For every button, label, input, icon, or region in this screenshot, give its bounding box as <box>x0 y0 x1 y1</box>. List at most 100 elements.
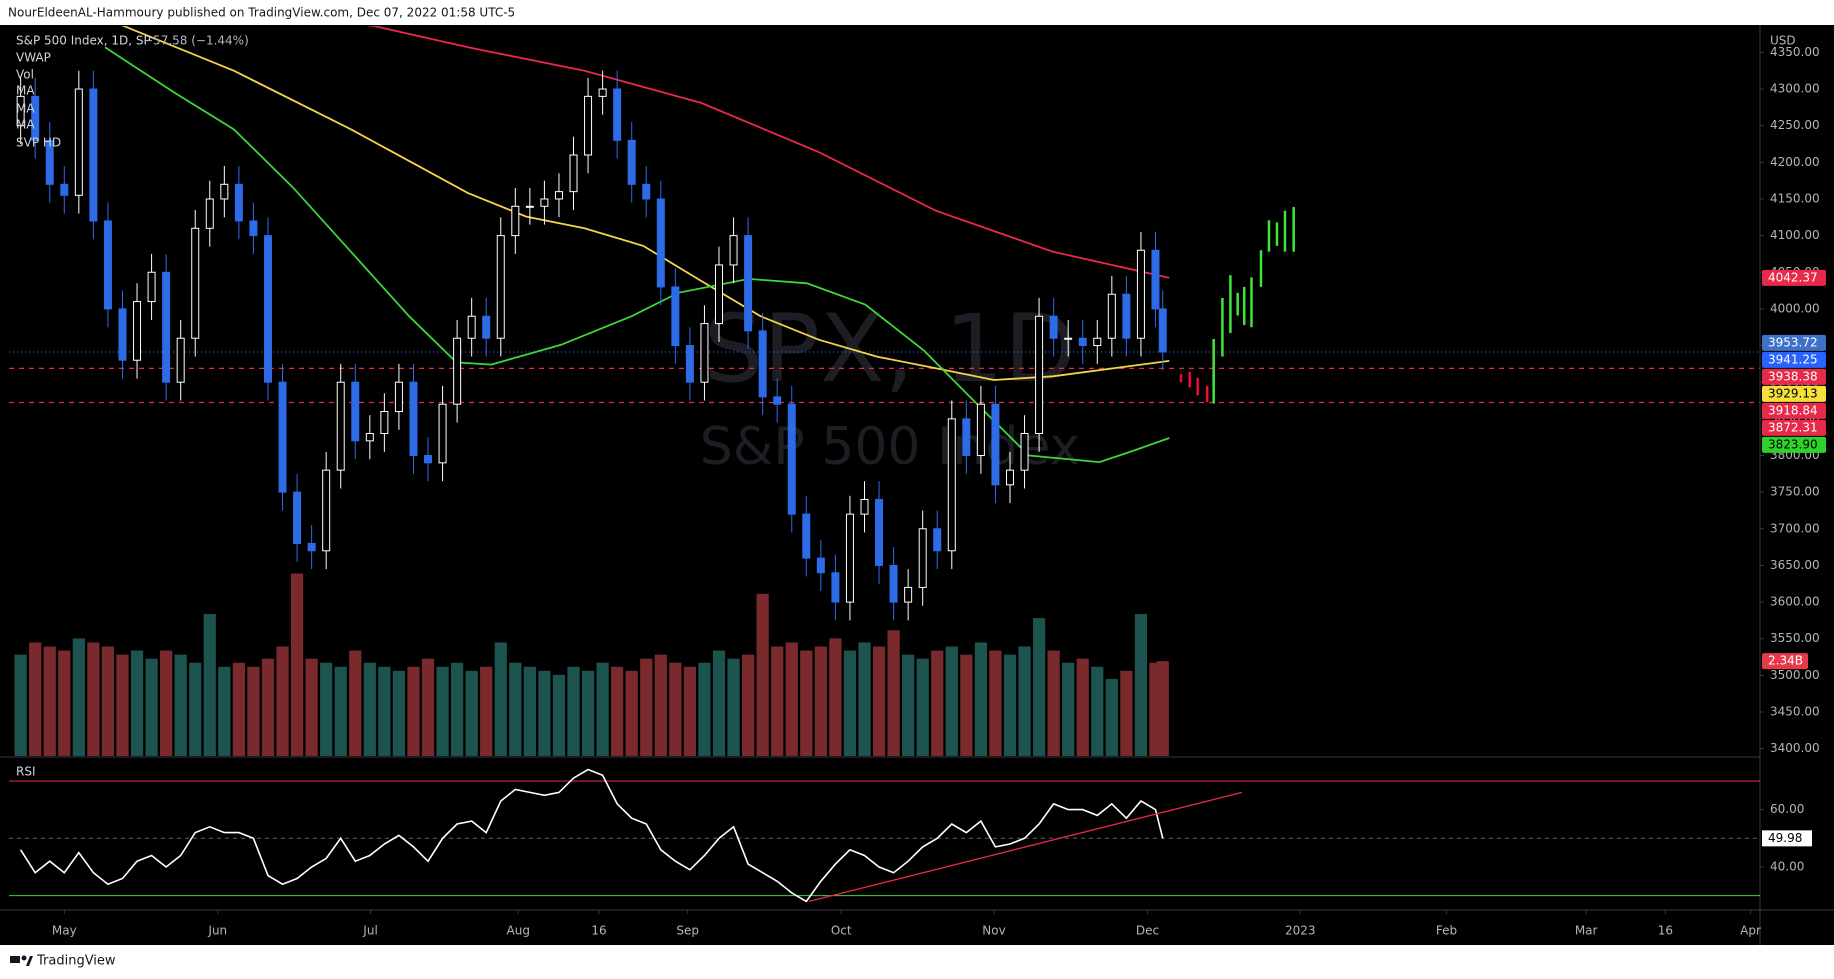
price-label-box <box>1762 351 1826 368</box>
x-tick-label: 16 <box>591 924 606 938</box>
candle-body <box>715 264 724 325</box>
candle-body <box>1151 249 1160 310</box>
volume-bar <box>1003 654 1017 756</box>
footer-bar <box>0 945 1834 979</box>
candle-body <box>409 381 418 456</box>
volume-bar <box>872 646 886 756</box>
candle-body <box>1078 337 1087 347</box>
volume-bar <box>829 638 842 756</box>
indicator-label: MA <box>16 102 35 116</box>
publisher: NourEldeenAL-Hammoury published on Tradi… <box>8 6 515 20</box>
price-label: 3929.13 <box>1768 386 1818 400</box>
volume-bar <box>552 674 566 756</box>
candle-body <box>569 154 578 193</box>
volume-bar <box>785 642 798 756</box>
volume-bar <box>727 658 740 756</box>
candle-body <box>802 513 811 559</box>
volume-label-box <box>1762 653 1808 670</box>
volume-bar <box>101 646 115 756</box>
candle-body <box>162 271 171 383</box>
volume-bar <box>290 573 304 756</box>
candle-body <box>74 88 83 196</box>
candle-body <box>656 198 665 288</box>
candle-body <box>31 95 40 141</box>
volume-bar <box>1091 666 1104 756</box>
candle-body <box>729 235 738 266</box>
volume-bar <box>407 666 420 756</box>
volume-bar <box>1105 678 1118 756</box>
y-tick-label: 4300.00 <box>1770 82 1820 96</box>
candle-body <box>191 227 200 339</box>
x-tick-label: Apr <box>1740 924 1761 938</box>
volume-bar <box>247 666 260 756</box>
volume-bar <box>611 666 624 756</box>
x-tick-label: 16 <box>1658 924 1673 938</box>
volume-bar <box>596 662 609 756</box>
volume-bar <box>494 642 507 756</box>
rsi-trendline <box>809 791 1243 903</box>
candle-body <box>293 491 302 544</box>
candle-body <box>438 403 447 464</box>
y-tick-label: 4200.00 <box>1770 155 1820 169</box>
candle-body <box>1093 337 1102 347</box>
volume-bar <box>43 646 56 756</box>
candle-body <box>278 381 287 493</box>
footer-brand: TradingView <box>36 954 116 969</box>
candle-body <box>1158 308 1167 353</box>
candle-body <box>482 315 491 339</box>
candle-body <box>307 542 316 552</box>
volume-label: 2.34B <box>1768 654 1803 668</box>
volume-bar <box>989 650 1002 756</box>
logo <box>10 955 33 966</box>
volume-bar <box>698 662 711 756</box>
x-tick-label: Nov <box>982 924 1005 938</box>
candle-body <box>904 586 913 603</box>
price-label: 3953.72 <box>1768 335 1818 349</box>
volume-bar <box>669 662 682 756</box>
candle-body <box>700 323 709 383</box>
volume-bar <box>887 630 900 756</box>
candle-body <box>671 286 680 347</box>
candle-body <box>496 235 505 339</box>
volume-bar <box>523 666 536 756</box>
candle-body <box>1035 315 1044 435</box>
candle-body <box>860 498 869 515</box>
y-tick-label: 3550.00 <box>1770 631 1820 645</box>
volume-bar <box>392 670 406 756</box>
candle-body <box>118 308 127 361</box>
header-bar <box>0 0 1834 25</box>
candle-body <box>627 139 636 185</box>
volume-bar <box>203 614 216 756</box>
x-tick-label: 2023 <box>1285 924 1316 938</box>
candle-body <box>147 271 156 303</box>
candle-body <box>947 418 956 552</box>
candle-body <box>613 88 622 141</box>
volume-bar <box>421 658 435 756</box>
y-tick-label: 4000.00 <box>1770 301 1820 315</box>
candle-body <box>394 381 403 413</box>
price-label: 3918.84 <box>1768 403 1818 417</box>
price-label: 4042.37 <box>1768 270 1818 284</box>
x-tick-label: May <box>52 924 77 938</box>
volume-bar <box>58 650 71 756</box>
candle-body <box>875 498 884 566</box>
candle-body <box>685 345 694 383</box>
volume-bar <box>625 670 638 756</box>
price-label: 3941.25 <box>1768 352 1818 366</box>
moving-average <box>366 26 1170 279</box>
candle-body <box>1136 249 1145 339</box>
candle-body <box>1064 337 1073 340</box>
price-label-box <box>1762 419 1826 436</box>
candle-body <box>322 469 331 552</box>
candle-body <box>1005 469 1014 486</box>
volume-bar <box>538 670 551 756</box>
candle-body <box>511 205 520 237</box>
candle-body <box>453 337 462 405</box>
volume-bar <box>72 638 85 756</box>
candle-body <box>263 235 272 383</box>
plot-layer: 3400.00 3450.00 3500.00 3550.00 3600.00 3650.… <box>0 25 1834 945</box>
moving-average <box>121 26 1170 381</box>
candle-body <box>380 411 389 435</box>
volume-bar <box>334 666 347 756</box>
rsi-tick-label: 40.00 <box>1770 859 1804 873</box>
